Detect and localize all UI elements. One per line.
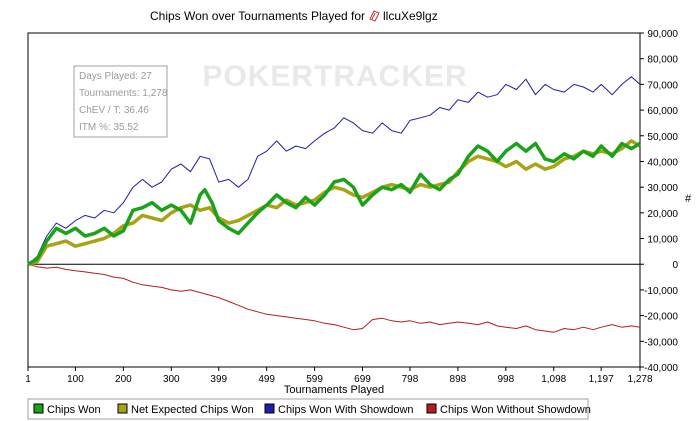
y-axis: -40,000 -30,000 -20,000 -10,000 0 10,000 20,00… xyxy=(640,29,678,374)
legend-label: Chips Won Without Showdown xyxy=(440,404,591,416)
y-axis-title: # xyxy=(685,193,692,205)
series-line-net-expected-chips-won xyxy=(27,139,641,266)
info-itm-percent: ITM %: 35.52 xyxy=(79,122,139,133)
legend-swatch xyxy=(264,403,275,414)
legend-swatch xyxy=(117,403,128,414)
x-tick-label: 998 xyxy=(497,374,514,385)
info-tournaments: Tournaments: 1,278 xyxy=(79,88,168,99)
legend-item: Net Expected Chips Won xyxy=(117,403,254,416)
x-tick-label: 1 xyxy=(25,374,31,385)
series-line-chips-won-without-showdown xyxy=(27,263,641,333)
x-tick-label: 1,098 xyxy=(541,374,566,385)
legend-item: Chips Won Without Showdown xyxy=(426,403,591,416)
player-name: llcuXe9lgz xyxy=(383,9,438,23)
x-tick-label: 699 xyxy=(354,374,371,385)
info-box: Days Played: 27 Tournaments: 1,278 ChEV … xyxy=(73,65,168,138)
x-tick-label: 399 xyxy=(210,374,227,385)
x-tick-label: 300 xyxy=(163,374,180,385)
y-tick-label: 60,000 xyxy=(647,106,678,117)
x-tick-label: 599 xyxy=(306,374,323,385)
watermark: POKERTRACKER xyxy=(202,60,467,93)
info-days-played: Days Played: 27 xyxy=(79,71,152,82)
chart-title: Chips Won over Tournaments Played for xyxy=(150,9,365,23)
y-tick-label: 20,000 xyxy=(647,209,678,220)
legend-label: Chips Won xyxy=(47,404,101,416)
x-tick-label: 200 xyxy=(115,374,132,385)
legend xyxy=(27,398,589,420)
y-tick-label: 50,000 xyxy=(647,132,678,143)
y-tick-label: 10,000 xyxy=(647,235,678,246)
x-tick-label: 100 xyxy=(67,374,84,385)
x-tick-label: 499 xyxy=(258,374,275,385)
x-axis: 1 100 200 300 399 499 599 699 798 898 998 1,098 1,19… xyxy=(25,367,653,385)
y-tick-label: 90,000 xyxy=(647,29,678,40)
y-tick-label: 30,000 xyxy=(647,183,678,194)
x-tick-label: 898 xyxy=(450,374,467,385)
player-icon xyxy=(369,10,380,22)
x-tick-label: 1,278 xyxy=(627,374,652,385)
x-tick-label: 798 xyxy=(402,374,419,385)
legend-item: Chips Won xyxy=(33,403,101,416)
y-tick-label: -40,000 xyxy=(644,363,678,374)
legend-label: Net Expected Chips Won xyxy=(131,404,254,416)
legend-swatch xyxy=(33,403,44,414)
y-tick-label: -10,000 xyxy=(644,286,678,297)
y-tick-label: 70,000 xyxy=(647,80,678,91)
series-line-chips-won xyxy=(27,141,641,266)
legend-label: Chips Won With Showdown xyxy=(278,404,414,416)
y-tick-label: -20,000 xyxy=(644,312,678,323)
y-tick-label: 40,000 xyxy=(647,157,678,168)
x-axis-title: Tournaments Played xyxy=(284,384,384,396)
legend-swatch xyxy=(426,403,437,414)
legend-item: Chips Won With Showdown xyxy=(264,403,414,416)
legend-items: Chips Won Net Expected Chips Won Chips Won… xyxy=(33,403,591,416)
y-tick-label: 80,000 xyxy=(647,55,678,66)
series-layer xyxy=(27,76,641,333)
y-tick-label: -30,000 xyxy=(644,337,678,348)
info-chev-per-tournament: ChEV / T: 36.46 xyxy=(79,105,149,116)
x-tick-label: 1,197 xyxy=(589,374,614,385)
series-line-chips-won-with-showdown xyxy=(27,76,641,265)
y-tick-label: 0 xyxy=(672,260,678,271)
